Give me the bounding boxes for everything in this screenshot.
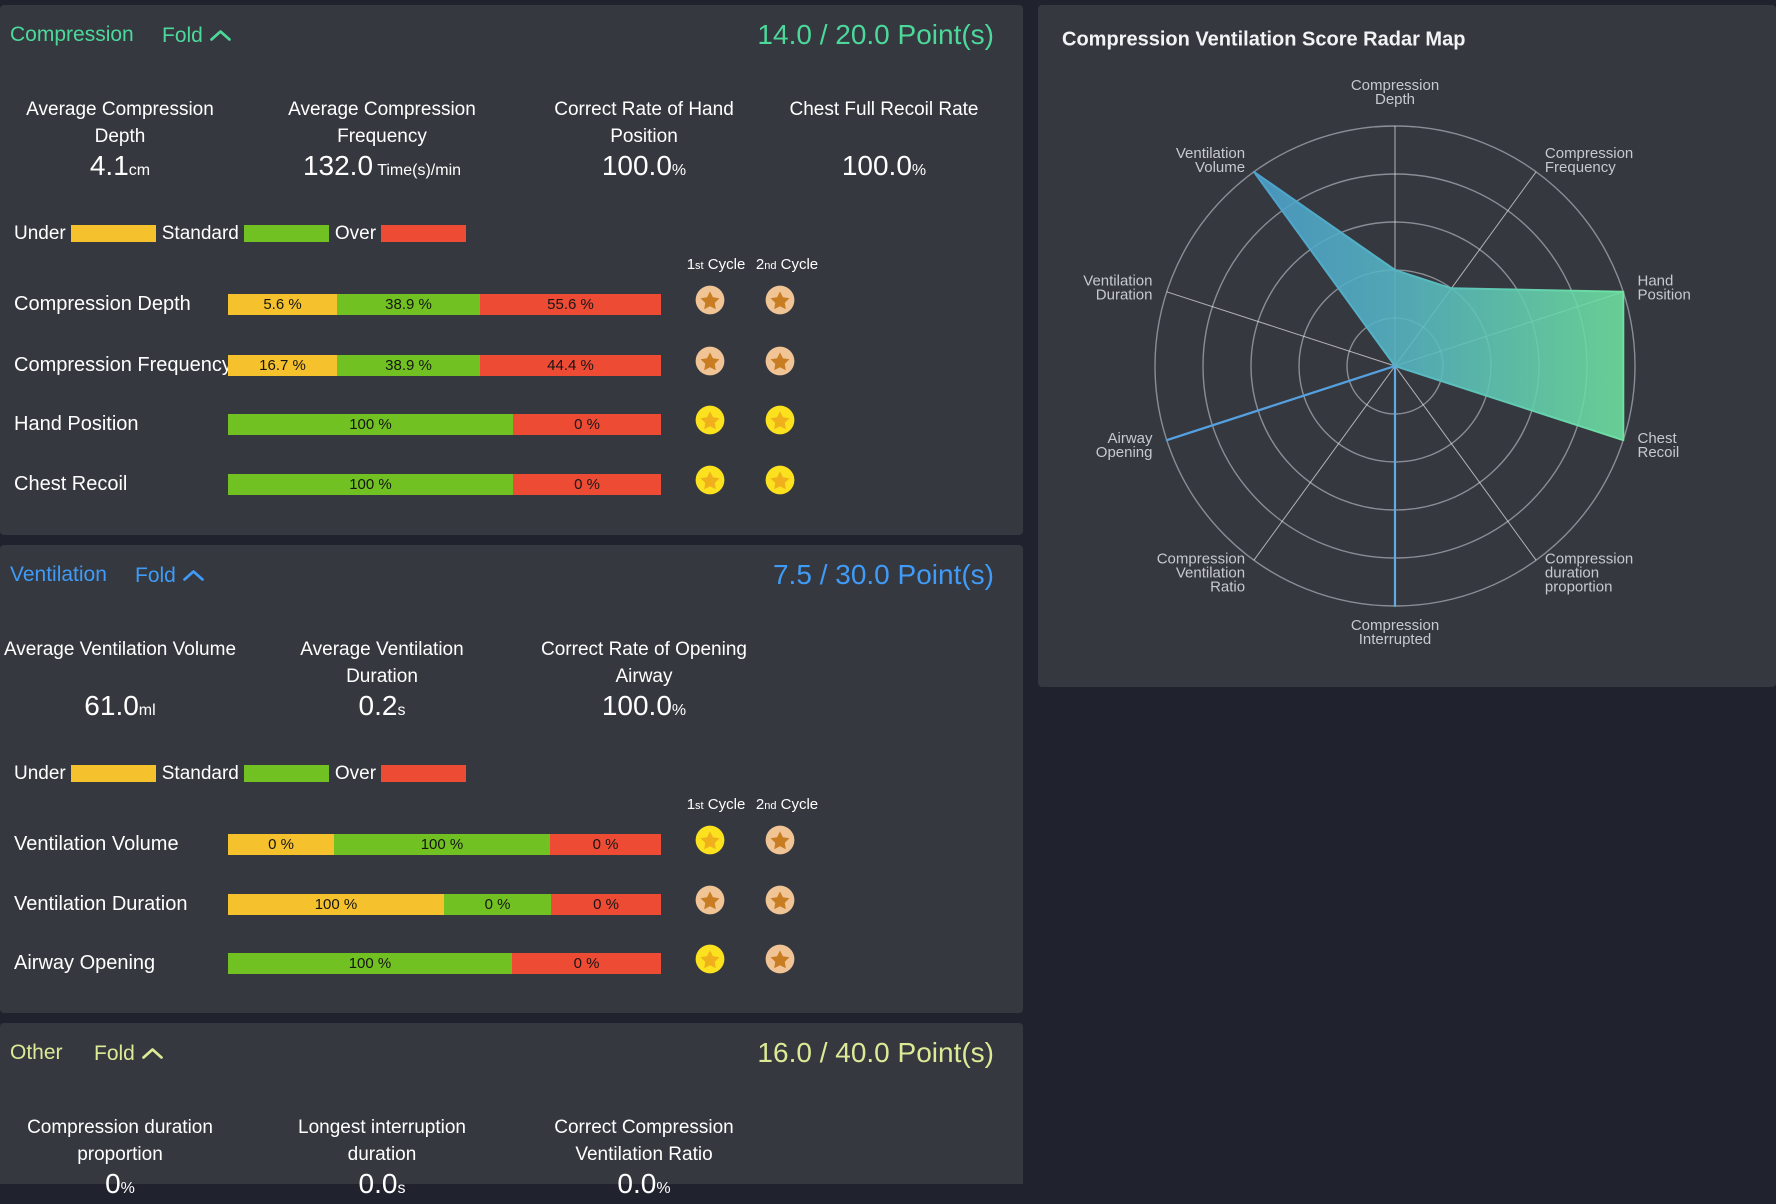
svg-text:Ratio: Ratio	[1210, 579, 1245, 596]
svg-text:Volume: Volume	[1195, 159, 1245, 176]
svg-text:Interrupted: Interrupted	[1359, 631, 1432, 648]
svg-text:Ventilation: Ventilation	[1176, 145, 1245, 162]
svg-text:Airway: Airway	[1107, 430, 1153, 447]
svg-text:Compression: Compression	[1351, 77, 1439, 94]
svg-text:duration: duration	[1545, 565, 1599, 582]
svg-text:Compression: Compression	[1545, 145, 1633, 162]
svg-text:Compression: Compression	[1545, 551, 1633, 568]
svg-text:Ventilation: Ventilation	[1176, 565, 1245, 582]
svg-text:proportion: proportion	[1545, 579, 1613, 596]
svg-text:Recoil: Recoil	[1638, 444, 1680, 461]
svg-text:Frequency: Frequency	[1545, 159, 1616, 176]
svg-text:Compression Ventilation Score: Compression Ventilation Score Radar Map	[1062, 29, 1465, 51]
svg-text:Duration: Duration	[1096, 286, 1153, 303]
svg-text:Ventilation: Ventilation	[1083, 272, 1152, 289]
svg-text:Chest: Chest	[1638, 430, 1678, 447]
svg-text:Position: Position	[1638, 286, 1691, 303]
svg-text:Compression: Compression	[1351, 617, 1439, 634]
svg-text:Compression: Compression	[1157, 551, 1245, 568]
svg-text:Hand: Hand	[1638, 272, 1674, 289]
svg-text:Depth: Depth	[1375, 91, 1415, 108]
svg-text:Opening: Opening	[1096, 444, 1153, 461]
